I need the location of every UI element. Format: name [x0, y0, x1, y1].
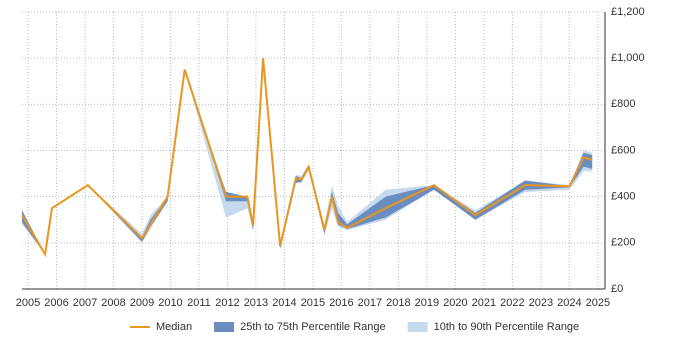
y-tick-label: £200 [611, 237, 635, 249]
x-tick-label: 2010 [158, 297, 182, 309]
legend-swatch [407, 322, 428, 332]
x-tick-label: 2025 [586, 297, 610, 309]
x-tick-label: 2014 [272, 297, 296, 309]
median-line [21, 58, 593, 258]
y-tick-label: £400 [611, 191, 635, 203]
percentile-band [22, 58, 593, 255]
x-tick-label: 2024 [557, 297, 581, 309]
x-tick-label: 2008 [101, 297, 125, 309]
x-tick-label: 2012 [215, 297, 239, 309]
y-tick-label: £0 [611, 283, 623, 295]
x-tick-label: 2017 [358, 297, 382, 309]
x-tick-label: 2013 [244, 297, 268, 309]
y-tick-label: £800 [611, 98, 635, 110]
percentile-band [22, 58, 593, 255]
x-tick-label: 2016 [329, 297, 353, 309]
legend-label: Median [156, 321, 192, 333]
x-tick-label: 2020 [443, 297, 467, 309]
y-tick-label: £1,000 [611, 52, 645, 64]
x-tick-label: 2023 [529, 297, 553, 309]
x-tick-label: 2007 [73, 297, 97, 309]
x-tick-label: 2011 [187, 297, 211, 309]
legend-swatch [214, 322, 235, 332]
x-tick-label: 2005 [16, 297, 40, 309]
y-tick-label: £600 [611, 144, 635, 156]
x-tick-label: 2015 [301, 297, 325, 309]
x-tick-label: 2018 [386, 297, 410, 309]
x-tick-label: 2021 [472, 297, 496, 309]
x-tick-label: 2006 [44, 297, 68, 309]
x-tick-label: 2022 [500, 297, 524, 309]
x-tick-label: 2009 [130, 297, 154, 309]
legend-label: 10th to 90th Percentile Range [434, 321, 580, 333]
legend-label: 25th to 75th Percentile Range [240, 321, 386, 333]
x-tick-label: 2019 [415, 297, 439, 309]
y-tick-label: £1,200 [611, 6, 645, 18]
